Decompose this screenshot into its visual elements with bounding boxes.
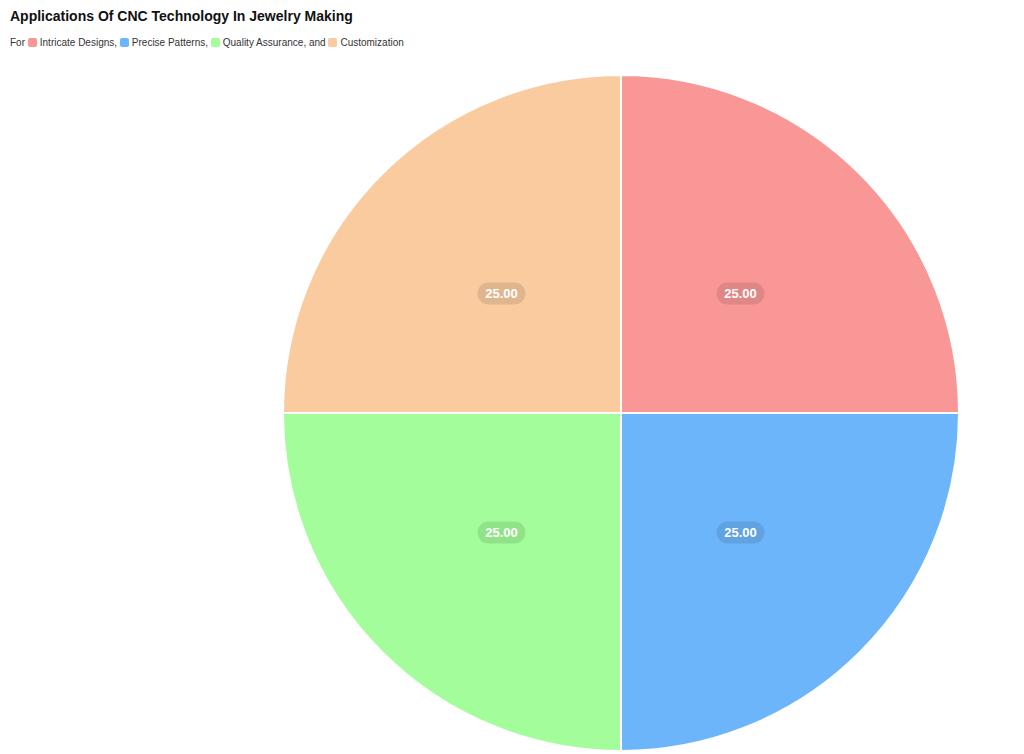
html-text:Customization: Customization — [340, 37, 404, 48]
html-text:Quality Assurance, and: Quality Assurance, and — [222, 37, 329, 48]
html-text:Applications Of CNC Technology: Applications Of CNC Technology In Jewelr… — [10, 8, 353, 24]
svg-text:25.00: 25.00 — [485, 286, 518, 301]
svg-text:25.00: 25.00 — [724, 286, 757, 301]
svg-text:25.00: 25.00 — [485, 525, 518, 540]
html-text:Intricate Designs,: Intricate Designs, — [39, 37, 120, 48]
html-text:For: For — [10, 37, 28, 48]
svg-text:25.00: 25.00 — [724, 525, 757, 540]
html-text:Precise Patterns,: Precise Patterns, — [131, 37, 211, 48]
